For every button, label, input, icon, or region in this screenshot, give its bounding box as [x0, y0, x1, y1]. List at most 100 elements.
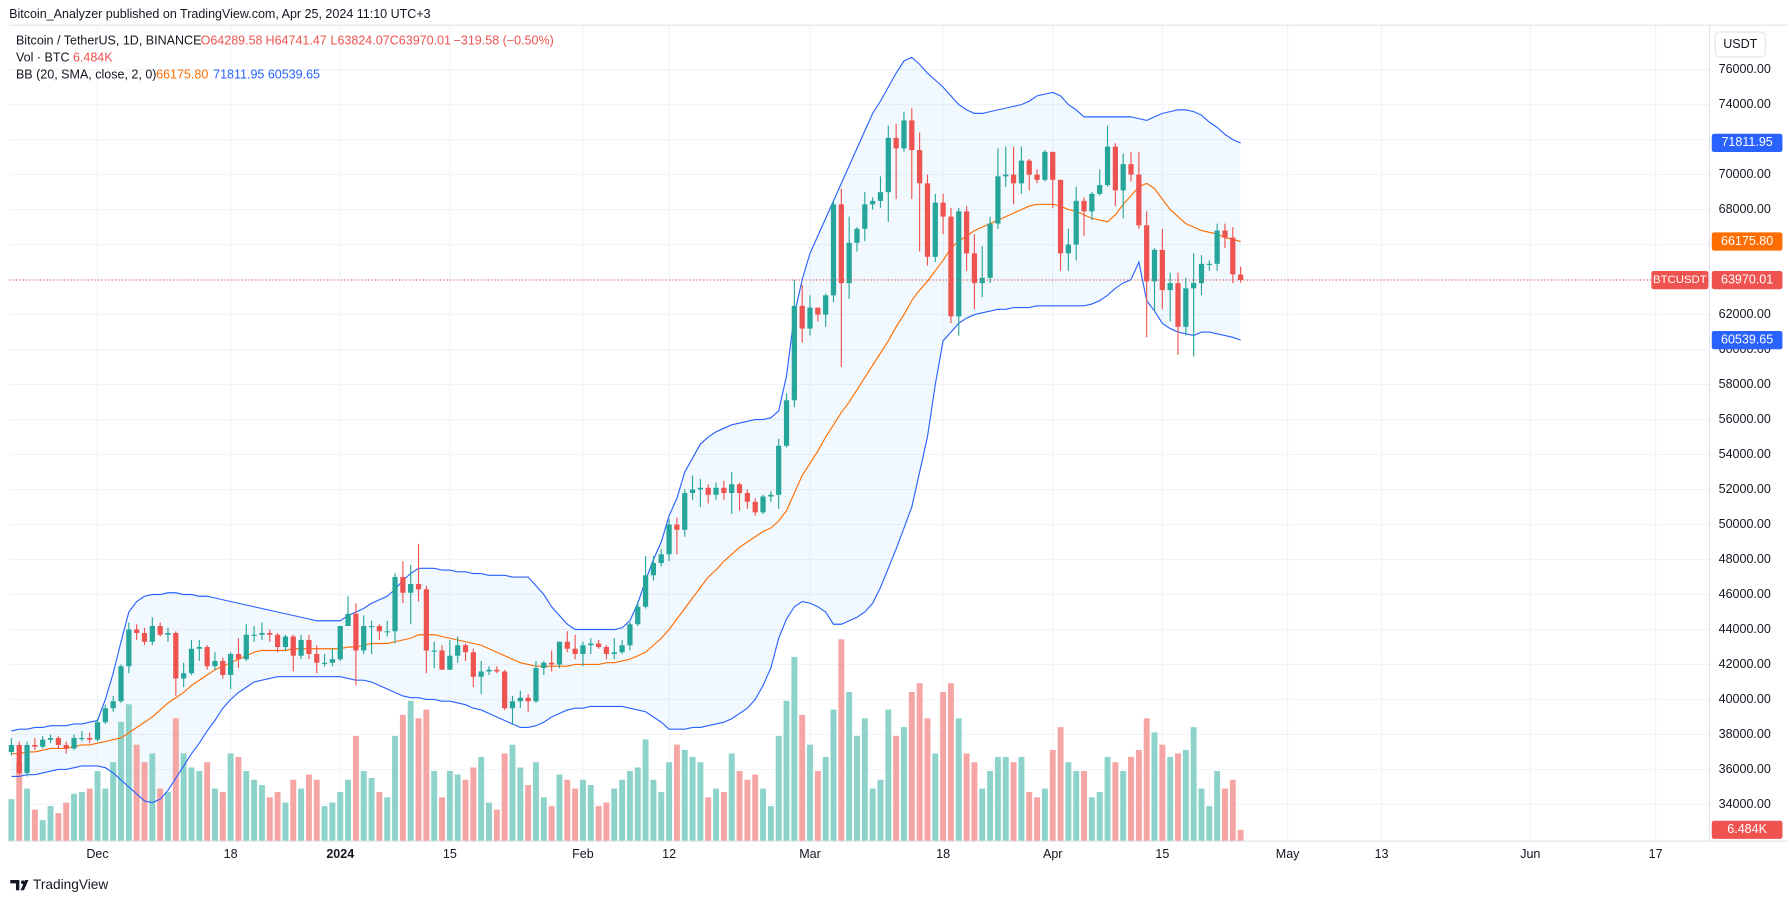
volume-bar [1096, 792, 1103, 842]
volume-bar [258, 785, 265, 842]
candle-body [400, 577, 406, 593]
volume-bar [705, 797, 712, 842]
x-tick-label: 17 [1649, 847, 1663, 861]
candle-body [455, 645, 461, 656]
candle-body [1018, 160, 1025, 184]
candle-body [1175, 283, 1181, 327]
volume-bar [266, 797, 273, 842]
volume-bar [188, 767, 195, 842]
currency-button[interactable] [1714, 31, 1766, 58]
candle-body [877, 192, 884, 201]
candle-body [212, 660, 218, 667]
x-tick-label: 18 [936, 847, 950, 861]
volume-bar [384, 797, 391, 842]
volume-bar [345, 779, 352, 842]
symbol-tag [1651, 270, 1709, 290]
x-tick-label: Feb [572, 847, 594, 861]
candle-body [274, 634, 281, 647]
volume-bar [133, 744, 140, 842]
candle-body [306, 639, 312, 654]
volume-bar [298, 788, 305, 842]
price-tag-label: 66175.80 [1721, 234, 1773, 248]
price-tag-label: 71811.95 [1721, 135, 1772, 149]
candle-body [744, 493, 750, 502]
candle-body [979, 277, 985, 284]
candle-body [1010, 174, 1017, 184]
candle-body [1112, 146, 1118, 191]
y-tick-label: 76000.00 [1719, 62, 1771, 76]
y-tick-label: 34000.00 [1719, 797, 1771, 811]
candle-body [823, 295, 829, 315]
currency[interactable]: USDT [1723, 37, 1757, 51]
candle-body [408, 584, 414, 593]
candle-body [462, 645, 469, 653]
volume-bar [1175, 753, 1181, 842]
volume-bar [587, 785, 594, 842]
volume-bar [783, 700, 790, 842]
volume-bar [282, 802, 289, 842]
high: H64741.47 [266, 33, 327, 47]
volume-bar [940, 692, 947, 842]
volume-bar [1088, 797, 1095, 842]
volume-bar [681, 749, 688, 842]
candle-body [541, 662, 547, 668]
volume-bar [165, 792, 171, 842]
y-tick-label: 70000.00 [1719, 167, 1771, 181]
candle-body [580, 645, 586, 654]
y-tick-label: 58000.00 [1719, 377, 1771, 391]
volume-bar [149, 753, 156, 842]
volume-bar [415, 718, 422, 842]
candle-body [181, 673, 187, 679]
candle-body [736, 484, 743, 494]
volume-bar [1128, 756, 1134, 842]
volume-bar [1214, 770, 1221, 842]
volume-bar [392, 735, 399, 842]
candle-body [8, 744, 15, 752]
candle-body [71, 737, 77, 749]
volume-bar [877, 779, 884, 842]
y-tick-label: 54000.00 [1719, 447, 1771, 461]
volume-bar [321, 806, 328, 842]
candle-body [916, 150, 923, 184]
x-tick-label: 13 [1375, 847, 1389, 861]
candle-body [635, 606, 641, 625]
price-tag [1711, 270, 1783, 290]
x-tick-label: Jun [1520, 847, 1540, 861]
candle-body [376, 625, 383, 632]
candle-body [235, 653, 242, 660]
candle-body [251, 634, 257, 636]
candle-body [361, 625, 367, 651]
volume-bar [16, 762, 23, 842]
y-tick-label: 44000.00 [1719, 622, 1771, 636]
candle-body [188, 648, 195, 674]
y-tick-label: 50000.00 [1719, 517, 1771, 531]
volume-bar [352, 735, 359, 842]
candle-body [924, 183, 931, 257]
volume-bar [1002, 756, 1009, 842]
candle-body [862, 204, 868, 229]
volume-bar [642, 739, 649, 842]
y-tick-label: 46000.00 [1719, 587, 1771, 601]
volume-bar [994, 756, 1001, 842]
candle-body [298, 639, 304, 656]
price-tag-label: 63970.01 [1721, 272, 1773, 286]
volume-bar [180, 753, 187, 842]
candle-body [63, 744, 69, 749]
price-tag-label: 60539.65 [1721, 332, 1773, 346]
candle-body [995, 176, 1001, 224]
candle-body [1214, 230, 1220, 264]
volume-bar [31, 809, 38, 842]
candle-body [509, 701, 516, 709]
candle-body [650, 563, 657, 576]
volume-bar [360, 770, 367, 842]
candle-body [55, 737, 61, 745]
price-tag [1711, 331, 1783, 350]
candle-body [486, 669, 492, 672]
candle-body [619, 645, 625, 653]
volume-bar [407, 700, 414, 842]
volume-bar [807, 744, 813, 842]
volume-bar [274, 792, 281, 842]
candle-body [1238, 274, 1244, 281]
candle-body [721, 487, 727, 494]
volume-bar [564, 779, 571, 842]
